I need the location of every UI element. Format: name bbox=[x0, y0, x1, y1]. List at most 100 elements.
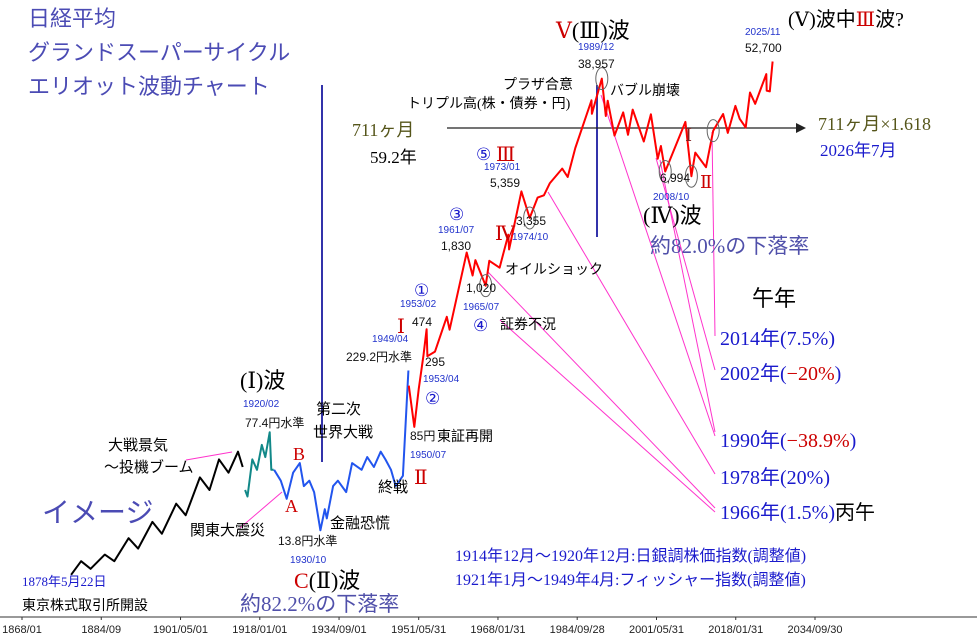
annotation: 約82.2%の下落率 bbox=[240, 592, 399, 616]
annotation: 東証再開 bbox=[437, 429, 493, 445]
point-value: 5,359 bbox=[490, 176, 520, 190]
annotation: イメージ bbox=[42, 498, 153, 529]
annotation: オイルショック bbox=[505, 262, 603, 278]
point-date: 1953/02 bbox=[400, 299, 437, 310]
pointer bbox=[711, 131, 716, 337]
pointer bbox=[239, 491, 283, 529]
annotation: Ⅰ bbox=[397, 316, 405, 338]
highlight-ring bbox=[479, 274, 493, 298]
point-date: 2008/10 bbox=[653, 192, 690, 203]
decorations bbox=[0, 85, 977, 618]
annotation: C(Ⅱ)波 bbox=[294, 568, 360, 593]
annotation: 関東大震災 bbox=[190, 522, 265, 539]
annotation: 日経平均 bbox=[28, 6, 116, 31]
price-line bbox=[70, 450, 244, 576]
highlight-ring bbox=[658, 160, 672, 184]
price-line bbox=[273, 370, 410, 532]
annotation: 大戦景気 bbox=[108, 437, 168, 454]
point-date: 2025/11 bbox=[745, 27, 781, 38]
annotation: 711ヶ月×1.618 bbox=[818, 114, 931, 134]
annotation: (Ⅳ)波 bbox=[643, 203, 702, 228]
annotation-part: ) bbox=[850, 430, 857, 452]
annotation: 1978年(20%) bbox=[720, 466, 830, 489]
annotation: 第二次 bbox=[316, 400, 361, 418]
price-line bbox=[244, 431, 274, 498]
annotation: エリオット波動チャート bbox=[28, 74, 270, 99]
point-date: 1920/02 bbox=[243, 399, 280, 410]
x-tick-label: 1951/05/31 bbox=[391, 624, 446, 636]
annotation: 1990年(−38.9%) bbox=[720, 429, 856, 452]
annotation: 711ヶ月 bbox=[352, 120, 414, 140]
annotation-part: (Ⅴ)波中 bbox=[788, 8, 856, 31]
point-date: 1989/12 bbox=[578, 42, 615, 53]
point-value: 38,957 bbox=[578, 57, 615, 71]
annotation-part: C bbox=[294, 568, 309, 593]
annotation: 約82.0%の下落率 bbox=[650, 234, 809, 258]
annotation-part: 波? bbox=[875, 8, 904, 31]
annotation: 1921年1月～1949年4月:フィッシャー指数(調整値) bbox=[455, 571, 806, 589]
x-tick-label: 1968/01/31 bbox=[470, 624, 525, 636]
x-tick-label: 1884/09 bbox=[81, 624, 121, 636]
pointer bbox=[499, 319, 716, 513]
x-tick-label: 1918/01/01 bbox=[232, 624, 287, 636]
annotation: 2026年7月 bbox=[820, 141, 897, 160]
point-value: 6,994 bbox=[660, 171, 690, 185]
point-date: 1949/04 bbox=[372, 334, 409, 345]
x-tick-label: 1984/09/28 bbox=[550, 624, 605, 636]
x-tick-label: 2001/05/31 bbox=[629, 624, 684, 636]
annotation-part: Ⅴ bbox=[555, 18, 573, 43]
x-tick-label: 2034/09/30 bbox=[787, 624, 842, 636]
annotation: 金融恐慌 bbox=[330, 515, 390, 532]
annotation: ④ bbox=[473, 316, 488, 335]
annotation: 1878年5月22日 bbox=[22, 574, 107, 589]
highlight-ring bbox=[706, 119, 720, 143]
annotation-part: −20% bbox=[787, 363, 835, 385]
annotation: プラザ合意 bbox=[503, 76, 573, 93]
point-value: 295 bbox=[425, 355, 445, 369]
annotation: トリプル高(株・債券・円) bbox=[407, 95, 571, 112]
pointer bbox=[655, 157, 716, 371]
annotation-part: ) bbox=[835, 363, 842, 385]
x-tick-label: 1868/01 bbox=[2, 624, 42, 636]
annotation: バブル崩壊 bbox=[610, 82, 680, 99]
pointer bbox=[600, 94, 716, 437]
annotation: 1914年12月～1920年12月:日銀調株価指数(調整値) bbox=[455, 547, 806, 565]
annotation: B bbox=[293, 444, 305, 464]
annotation-part: −38.9% bbox=[787, 430, 850, 452]
point-date: 1974/10 bbox=[512, 232, 549, 243]
point-value: 474 bbox=[412, 315, 432, 329]
x-tick-label: 1901/05/01 bbox=[153, 624, 208, 636]
annotation: ① bbox=[414, 281, 429, 300]
annotation: 終戦 bbox=[378, 479, 408, 496]
annotation: Ⅴ(Ⅲ)波 bbox=[555, 18, 630, 43]
point-date: 1961/07 bbox=[438, 225, 475, 236]
annotation: 59.2年 bbox=[370, 148, 417, 167]
price-line bbox=[407, 61, 774, 428]
pointer-lines bbox=[185, 94, 716, 529]
annotation: 午年 bbox=[752, 286, 796, 311]
arrow-head bbox=[796, 123, 806, 133]
annotation: ⑤ bbox=[476, 145, 491, 164]
point-value: 1,020 bbox=[466, 281, 496, 295]
annotation: 2002年(−20%) bbox=[720, 362, 841, 385]
point-date: 1950/07 bbox=[410, 450, 447, 461]
x-tick-label: 2018/01/31 bbox=[708, 624, 763, 636]
point-value: 229.2円水準 bbox=[346, 349, 412, 364]
annotation: Ⅰ bbox=[685, 125, 692, 145]
annotation-part: 1966年(1.5%) bbox=[720, 501, 835, 524]
annotation: 東京株式取引所開設 bbox=[22, 598, 148, 614]
point-value: 77.4円水準 bbox=[245, 415, 304, 430]
pointer bbox=[547, 191, 716, 475]
annotation-part: 2002年( bbox=[720, 362, 787, 385]
x-tick-label: 1934/09/01 bbox=[312, 624, 367, 636]
annotation: Ⅲ bbox=[496, 144, 515, 166]
highlight-ring bbox=[684, 164, 698, 188]
annotation-part: 丙午 bbox=[835, 501, 875, 524]
annotation: Ⅱ bbox=[700, 172, 712, 192]
annotation-part: (Ⅲ)波 bbox=[572, 18, 630, 43]
point-date: 1953/04 bbox=[423, 374, 460, 385]
annotation-part: (Ⅱ)波 bbox=[309, 568, 361, 593]
point-value: 52,700 bbox=[745, 41, 782, 55]
annotation: A bbox=[285, 496, 298, 516]
